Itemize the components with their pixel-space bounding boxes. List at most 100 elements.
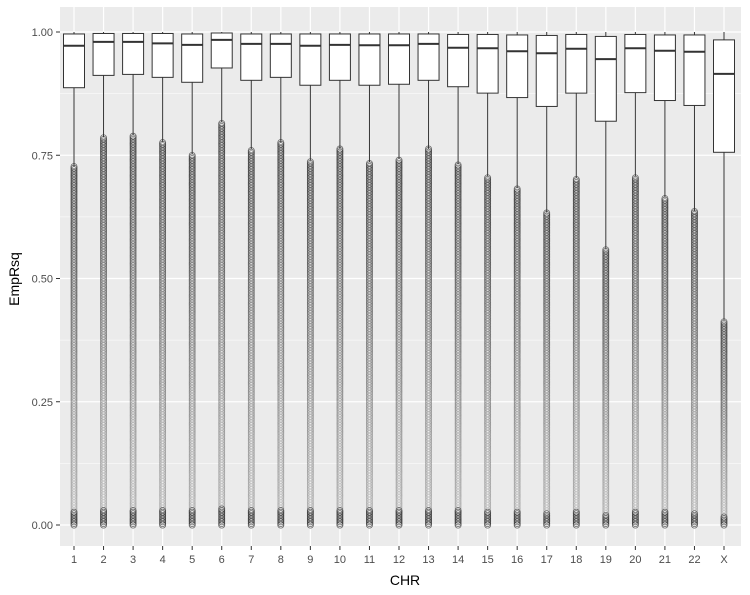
- outlier-point: [129, 401, 137, 409]
- outlier-point: [159, 441, 167, 449]
- outlier-point: [188, 460, 196, 468]
- outlier-point: [159, 382, 167, 390]
- outlier-point: [70, 460, 78, 468]
- outlier-point: [218, 391, 226, 399]
- outlier-point: [188, 297, 196, 305]
- outlier-point: [100, 481, 107, 489]
- outlier-point: [100, 447, 107, 455]
- outlier-point: [159, 311, 167, 319]
- outlier-point: [100, 457, 107, 465]
- outlier-point: [188, 284, 196, 292]
- outlier-point: [100, 492, 107, 500]
- outlier-point: [159, 340, 167, 348]
- outlier-point: [129, 273, 137, 281]
- outlier-point: [129, 324, 137, 332]
- outlier-point: [129, 379, 137, 387]
- outlier-point: [129, 430, 137, 438]
- outlier-point: [218, 355, 226, 363]
- outlier-point: [188, 382, 196, 390]
- outlier-point: [188, 358, 196, 366]
- outlier-column-5: [188, 151, 196, 529]
- outlier-point: [218, 444, 226, 452]
- outlier-point: [159, 430, 167, 438]
- outlier-point: [129, 316, 137, 324]
- outlier-point: [188, 366, 196, 374]
- outlier-point: [218, 422, 226, 430]
- outlier-point: [159, 273, 167, 281]
- outlier-point: [129, 374, 137, 382]
- outlier-point: [188, 443, 196, 451]
- outlier-point: [129, 315, 137, 323]
- outlier-point: [218, 454, 226, 462]
- outlier-point: [188, 374, 196, 382]
- outlier-point: [159, 422, 167, 430]
- outlier-point: [100, 444, 107, 452]
- outlier-point: [188, 319, 196, 327]
- outlier-point: [70, 403, 78, 411]
- outlier-point: [159, 361, 167, 369]
- outlier-point: [100, 284, 107, 292]
- outlier-point: [129, 291, 137, 299]
- outlier-point: [70, 443, 78, 451]
- outlier-point: [159, 399, 167, 407]
- outlier-point: [129, 364, 137, 372]
- outlier-point: [129, 321, 137, 329]
- outlier-point: [159, 420, 167, 428]
- outlier-point: [70, 334, 78, 342]
- outlier-point: [159, 489, 167, 497]
- outlier-point: [100, 467, 107, 475]
- outlier-point: [100, 387, 107, 395]
- outlier-point: [70, 390, 78, 398]
- outlier-point: [218, 451, 226, 459]
- outlier-point: [159, 475, 167, 483]
- outlier-point: [188, 379, 196, 387]
- outlier-point: [100, 391, 107, 399]
- outlier-point: [70, 303, 78, 311]
- outlier-point: [218, 465, 226, 473]
- outlier-point: [70, 332, 78, 340]
- outlier-point: [188, 491, 196, 499]
- outlier-point: [188, 353, 196, 361]
- outlier-point: [218, 479, 226, 487]
- outlier-point: [188, 313, 196, 321]
- outlier-point: [159, 379, 167, 387]
- outlier-point: [159, 374, 167, 382]
- outlier-point: [159, 446, 167, 454]
- outlier-point: [129, 310, 137, 318]
- outlier-point: [100, 323, 107, 331]
- outlier-point: [159, 503, 167, 511]
- outlier-point: [188, 479, 196, 487]
- outlier-point: [70, 340, 78, 348]
- outlier-point: [129, 337, 137, 345]
- outlier-point: [188, 415, 196, 423]
- outlier-point: [100, 407, 107, 415]
- outlier-point: [188, 497, 196, 505]
- outlier-point: [70, 385, 78, 393]
- outlier-point: [188, 339, 196, 347]
- outlier-point: [188, 505, 196, 513]
- outlier-point: [218, 438, 226, 446]
- outlier-point: [129, 455, 137, 463]
- outlier-point: [218, 427, 226, 435]
- outlier-point: [100, 379, 107, 387]
- outlier-point: [218, 371, 226, 379]
- outlier-point: [100, 446, 107, 454]
- outlier-point: [159, 481, 167, 489]
- outlier-point: [218, 484, 226, 492]
- outlier-point: [129, 398, 137, 406]
- outlier-point: [100, 459, 107, 467]
- outlier-point: [159, 364, 167, 372]
- outlier-point: [129, 393, 137, 401]
- outlier-point: [218, 446, 226, 454]
- outlier-point: [129, 452, 137, 460]
- outlier-point: [188, 481, 196, 489]
- outlier-point: [129, 366, 137, 374]
- outlier-point: [100, 439, 107, 447]
- outlier-point: [159, 305, 167, 313]
- outlier-point: [218, 487, 226, 495]
- outlier-point: [159, 484, 167, 492]
- outlier-point: [70, 438, 78, 446]
- outlier-point: [218, 415, 226, 423]
- outlier-point: [188, 475, 196, 483]
